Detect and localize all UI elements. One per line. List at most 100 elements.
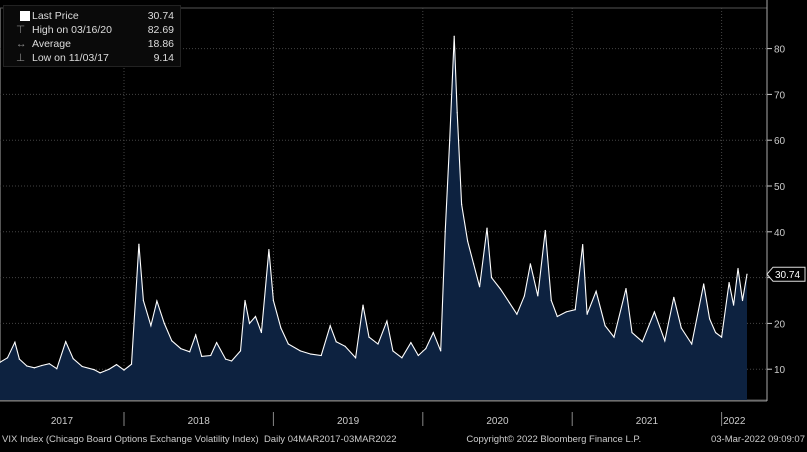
data-point bbox=[673, 296, 675, 298]
data-point bbox=[440, 350, 442, 352]
axes: 10 20 40 50 60 70 80 2017 2018 2019 2020 2021 2022 30… bbox=[0, 0, 806, 427]
data-point bbox=[529, 263, 531, 265]
data-point bbox=[254, 315, 257, 318]
data-point bbox=[150, 325, 152, 327]
data-point bbox=[65, 341, 67, 343]
data-point bbox=[715, 331, 717, 334]
data-point bbox=[595, 290, 597, 292]
data-point bbox=[335, 341, 337, 343]
legend-last-price-value: 30.74 bbox=[147, 10, 174, 22]
data-point bbox=[362, 304, 364, 306]
data-point bbox=[130, 363, 133, 365]
data-point bbox=[461, 203, 463, 205]
data-point bbox=[537, 295, 539, 297]
data-point bbox=[486, 227, 488, 229]
data-point bbox=[14, 341, 16, 343]
data-point bbox=[0, 361, 1, 363]
y-tick-label: 10 bbox=[774, 365, 786, 376]
legend-average: ↔ Average 18.86 bbox=[16, 38, 174, 52]
data-point bbox=[565, 311, 567, 313]
data-point bbox=[625, 287, 627, 290]
data-point bbox=[425, 347, 427, 350]
x-tick-label-2017: 2017 bbox=[51, 416, 74, 427]
footer-range: 04MAR2017-03MAR2022 bbox=[287, 434, 397, 445]
data-point bbox=[613, 336, 615, 338]
legend-last-price-label: Last Price bbox=[32, 10, 79, 22]
data-point bbox=[344, 345, 346, 347]
data-point bbox=[115, 364, 118, 366]
data-point bbox=[574, 309, 576, 311]
data-point bbox=[99, 372, 101, 374]
legend-low-value: 9.14 bbox=[153, 52, 174, 64]
data-point bbox=[26, 365, 28, 367]
series-line bbox=[0, 36, 748, 374]
high-marker-icon: ⊤ bbox=[16, 24, 26, 36]
data-point bbox=[444, 231, 446, 233]
data-point bbox=[728, 282, 730, 284]
data-point bbox=[230, 360, 233, 362]
data-point bbox=[48, 363, 50, 365]
data-point bbox=[737, 267, 739, 270]
data-point bbox=[432, 331, 434, 334]
data-point bbox=[268, 249, 270, 251]
data-point bbox=[544, 229, 546, 232]
data-point bbox=[287, 343, 289, 345]
x-tick-label-2019: 2019 bbox=[337, 416, 360, 427]
data-point bbox=[472, 263, 475, 265]
data-point bbox=[449, 139, 451, 141]
data-point bbox=[354, 357, 357, 359]
data-point bbox=[81, 365, 83, 368]
data-point bbox=[478, 286, 481, 288]
white-square-icon bbox=[20, 11, 30, 21]
data-point bbox=[556, 315, 558, 318]
data-point bbox=[171, 340, 173, 342]
data-point bbox=[721, 336, 723, 338]
footer-index-name: VIX Index (Chicago Board Options Exchang… bbox=[2, 434, 259, 445]
y-tick-label: 60 bbox=[774, 136, 786, 147]
data-point bbox=[248, 322, 251, 324]
data-point bbox=[201, 355, 203, 357]
legend-average-label: Average bbox=[32, 38, 71, 50]
data-point bbox=[224, 358, 227, 360]
data-point bbox=[216, 342, 218, 344]
x-tick-label-2021: 2021 bbox=[636, 416, 659, 427]
last-price-tag bbox=[766, 266, 806, 282]
data-point bbox=[386, 320, 388, 322]
footer: VIX Index (Chicago Board Options Exchang… bbox=[2, 434, 805, 445]
data-point bbox=[368, 336, 370, 338]
series-area bbox=[0, 36, 747, 401]
data-point bbox=[56, 368, 58, 370]
data-point bbox=[631, 331, 633, 334]
legend-average-value: 18.86 bbox=[147, 38, 174, 50]
legend-last-price: Last Price 30.74 bbox=[20, 10, 174, 24]
data-point bbox=[586, 313, 588, 315]
legend-high-value: 82.69 bbox=[147, 24, 174, 36]
y-tick-label: 80 bbox=[774, 45, 786, 56]
data-point bbox=[691, 343, 693, 345]
data-point bbox=[280, 327, 282, 329]
data-point bbox=[33, 367, 35, 369]
x-tick-label-2022: 2022 bbox=[723, 416, 746, 427]
data-point bbox=[523, 295, 525, 297]
y-tick-label: 50 bbox=[774, 182, 786, 193]
y-tick-label: 20 bbox=[774, 319, 786, 330]
data-point bbox=[508, 302, 511, 304]
data-point bbox=[401, 357, 403, 359]
x-tick-label-2018: 2018 bbox=[188, 416, 211, 427]
data-point bbox=[210, 354, 212, 357]
data-point bbox=[703, 283, 705, 285]
data-point bbox=[550, 299, 552, 302]
legend-low: ⊥ Low on 11/03/17 9.14 bbox=[16, 52, 174, 66]
data-point bbox=[123, 369, 125, 371]
data-point bbox=[709, 318, 711, 320]
data-point bbox=[163, 322, 165, 324]
footer-copyright: Copyright© 2022 Bloomberg Finance L.P. bbox=[466, 434, 642, 445]
data-point bbox=[195, 334, 197, 336]
data-point bbox=[260, 331, 263, 334]
data-point bbox=[189, 351, 191, 353]
data-point bbox=[156, 300, 158, 302]
data-point bbox=[467, 240, 469, 242]
legend-high-label: High on 03/16/20 bbox=[32, 24, 112, 36]
data-point bbox=[138, 243, 140, 245]
footer-frequency: Daily bbox=[263, 434, 286, 445]
